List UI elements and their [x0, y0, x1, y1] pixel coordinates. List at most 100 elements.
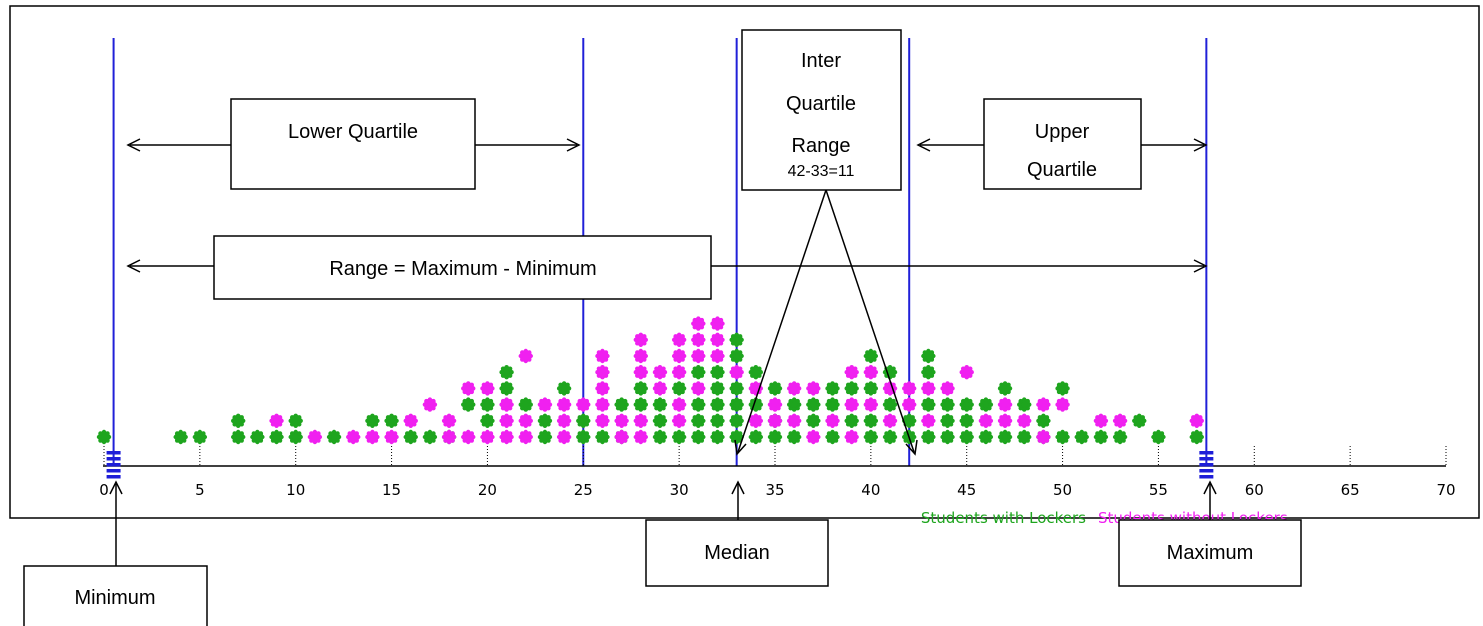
range-label: Range = Maximum - Minimum — [329, 258, 596, 280]
data-dot — [748, 429, 764, 445]
data-dot — [671, 348, 687, 364]
data-dot — [480, 381, 495, 396]
data-dot — [940, 381, 955, 396]
data-dot — [729, 381, 744, 396]
data-dot — [806, 429, 821, 445]
data-dot — [614, 413, 629, 428]
x-axis: 0 5 10 15 20 25 30 35 40 45 50 55 60 65 70 — [99, 446, 1456, 499]
data-dot — [556, 397, 572, 412]
data-dot — [786, 381, 802, 396]
data-dot — [691, 429, 706, 445]
data-dot — [652, 397, 668, 412]
data-dot — [537, 397, 553, 412]
data-dot — [1151, 429, 1166, 445]
data-dot — [825, 413, 840, 428]
data-dot — [806, 413, 821, 428]
data-dot — [959, 413, 974, 428]
data-dot — [576, 397, 591, 412]
data-dot — [1036, 413, 1051, 428]
lower-quartile-box — [230, 98, 476, 190]
data-dot — [863, 381, 879, 396]
extreme-marker — [1199, 451, 1214, 455]
data-dot — [269, 429, 284, 445]
data-dot — [556, 413, 572, 428]
data-dot — [96, 429, 112, 445]
data-dot — [595, 397, 610, 412]
data-dot — [671, 365, 687, 380]
data-dot — [633, 381, 648, 396]
data-dot — [1055, 397, 1070, 412]
upper-quartile-arrowhead-left — [916, 138, 931, 152]
data-dot — [921, 429, 936, 445]
data-dot — [595, 365, 610, 380]
data-dot — [710, 429, 725, 445]
data-dot — [461, 381, 476, 396]
minimum-box — [23, 565, 208, 626]
data-dot — [671, 413, 687, 428]
data-dot — [863, 413, 879, 428]
data-dot — [480, 413, 495, 428]
data-dot — [1036, 397, 1051, 412]
x-tick-label: 40 — [861, 481, 880, 499]
maximum-label: Maximum — [1167, 542, 1254, 564]
data-dot — [710, 397, 725, 412]
data-dot — [882, 413, 898, 428]
data-dot — [921, 397, 936, 412]
x-tick-label: 30 — [670, 481, 689, 499]
legend-with-lockers: Students with Lockers — [921, 509, 1086, 527]
iqr-box — [741, 29, 902, 191]
x-tick-label: 20 — [478, 481, 497, 499]
data-dot — [671, 332, 687, 347]
data-dot — [978, 397, 994, 412]
data-dot — [710, 381, 725, 396]
data-dot — [633, 397, 648, 412]
data-dot — [940, 429, 955, 445]
data-dot — [691, 348, 706, 364]
data-dot — [691, 397, 706, 412]
median-box — [645, 519, 829, 587]
data-dot — [633, 332, 648, 347]
data-dot — [537, 413, 553, 428]
data-dot — [633, 429, 648, 445]
extreme-marker — [1199, 469, 1214, 473]
data-dot — [441, 429, 457, 445]
extreme-marker — [106, 463, 121, 467]
data-dot — [959, 429, 974, 445]
data-dot — [652, 413, 668, 428]
data-dot — [576, 413, 591, 428]
data-dot — [978, 429, 994, 445]
data-dot — [921, 381, 936, 396]
data-dot — [518, 429, 533, 445]
x-tick-label: 70 — [1436, 481, 1455, 499]
data-dot — [441, 413, 457, 428]
range-arrowhead-right — [1193, 259, 1208, 273]
data-dots — [96, 316, 1204, 445]
data-dot — [959, 397, 974, 412]
data-dot — [863, 397, 879, 412]
data-dot — [729, 397, 744, 412]
data-dot — [499, 381, 514, 396]
data-dot — [633, 348, 648, 364]
x-tick-label: 55 — [1149, 481, 1168, 499]
data-dot — [652, 381, 668, 396]
data-dot — [863, 348, 879, 364]
minimum-pointer-head — [109, 480, 123, 495]
data-dot — [825, 429, 840, 445]
data-dot — [1017, 429, 1032, 445]
data-dot — [595, 413, 610, 428]
data-dot — [691, 316, 706, 331]
iqr-label-line1: Inter — [801, 50, 841, 72]
x-tick-label: 60 — [1245, 481, 1264, 499]
data-dot — [710, 413, 725, 428]
data-dot — [710, 332, 725, 347]
data-dot — [671, 429, 687, 445]
iqr-pointer-median-head — [734, 439, 747, 456]
data-dot — [556, 429, 572, 445]
data-dot — [652, 365, 668, 380]
extreme-marker — [106, 451, 121, 455]
data-dot — [422, 429, 438, 445]
data-dot — [480, 397, 495, 412]
data-dot — [1132, 413, 1147, 428]
data-dot — [748, 365, 764, 380]
median-label: Median — [704, 542, 770, 564]
